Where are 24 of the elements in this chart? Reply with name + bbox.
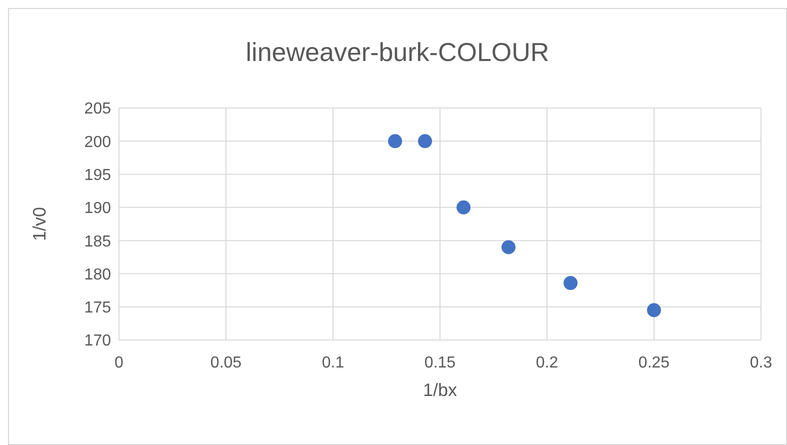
y-tick-label: 205 [84,100,112,118]
y-axis-title: 1/v0 [29,206,50,242]
y-tick-label: 180 [84,266,112,284]
x-tick-label: 0.25 [638,354,670,372]
x-tick-label: 0.1 [322,354,344,372]
y-tick-label: 170 [84,332,112,350]
y-tick-label: 175 [84,300,112,317]
x-axis-title: 1/bx [422,380,458,400]
point [647,303,661,318]
point [418,134,432,148]
y-tick-label: 195 [84,166,112,184]
x-tick-label: 0 [114,354,124,372]
chart-title: lineweaver-burk-COLOUR [244,37,550,68]
point [456,200,471,214]
x-tick-label: 0.2 [536,354,558,372]
x-tick-label: 0.05 [210,354,242,372]
y-tick-label: 190 [84,200,112,218]
point [501,240,516,254]
x-tick-label: 0.15 [424,354,456,372]
x-tick-label: 0.3 [750,354,772,372]
y-tick-label: 200 [84,134,112,151]
y-tick-label: 185 [84,233,112,250]
point [388,134,402,148]
point [564,276,578,290]
